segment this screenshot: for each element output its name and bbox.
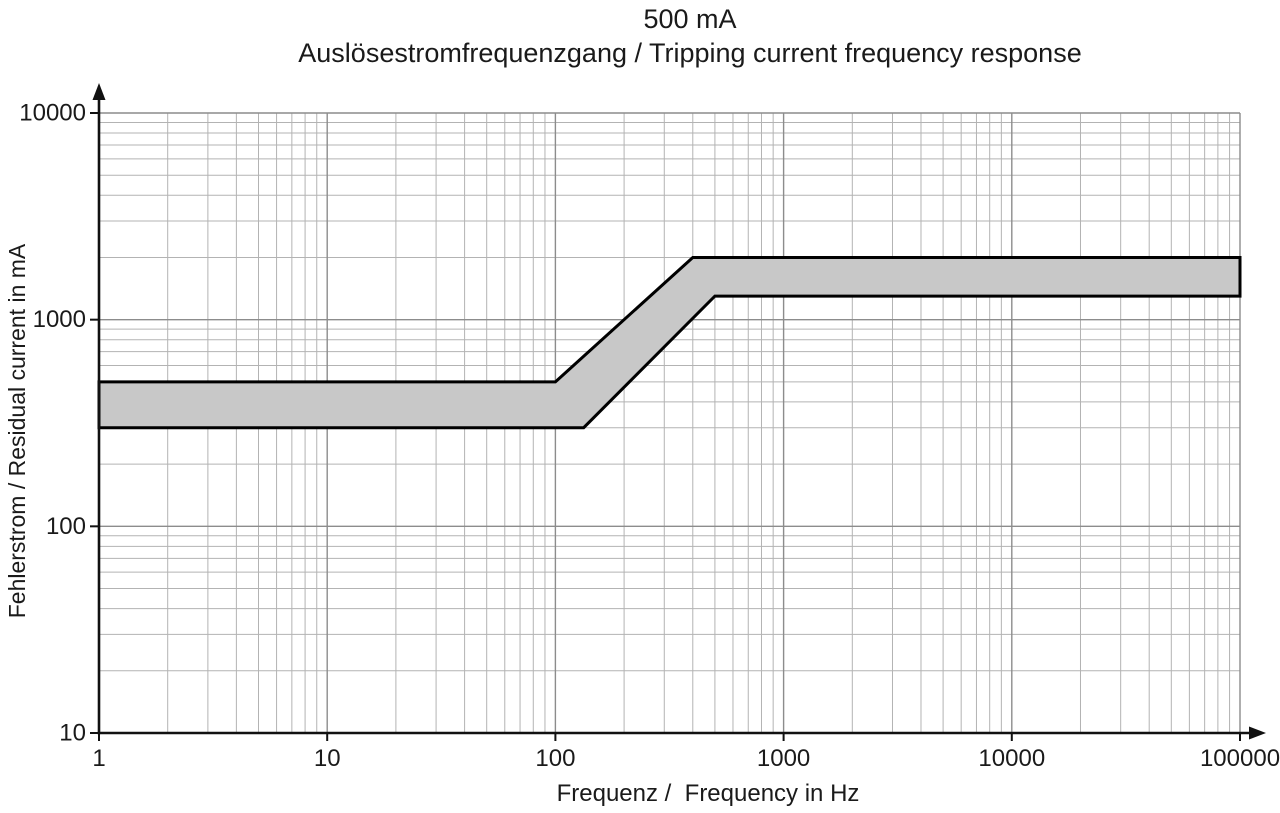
x-tick-label: 100 xyxy=(535,745,575,772)
x-tick-label: 100000 xyxy=(1200,745,1280,772)
y-tick-label: 10000 xyxy=(19,100,86,127)
x-tick-label: 1000 xyxy=(757,745,810,772)
x-tick-label: 1 xyxy=(92,745,105,772)
x-axis-arrowhead xyxy=(1249,726,1266,740)
chart-title: 500 mA xyxy=(643,4,737,34)
tripping-band-group xyxy=(97,255,1242,430)
x-tick-label: 10000 xyxy=(978,745,1045,772)
tick-marks-group xyxy=(90,112,1241,741)
y-tick-label: 1000 xyxy=(33,306,86,333)
chart-subtitle: Auslösestromfrequenzgang / Tripping curr… xyxy=(298,38,1082,69)
x-tick-label: 10 xyxy=(314,745,341,772)
tripping-current-band xyxy=(97,255,1242,430)
y-axis-arrowhead xyxy=(92,83,106,100)
y-tick-label: 100 xyxy=(46,513,86,540)
chart-title-block: 500 mA Auslösestromfrequenzgang / Trippi… xyxy=(100,4,1280,69)
axes-group xyxy=(92,83,1266,740)
y-axis-title: Fehlerstrom / Residual current in mA xyxy=(4,243,30,619)
x-axis-title: Frequenz / Frequency in Hz xyxy=(556,780,860,807)
y-tick-label: 10 xyxy=(59,720,86,747)
